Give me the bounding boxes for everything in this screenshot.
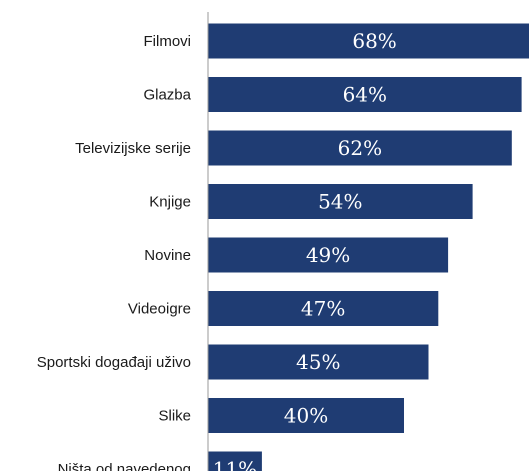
value-label: 40% [284, 404, 328, 428]
category-label: Televizijske serije [75, 140, 191, 157]
bar [208, 344, 429, 380]
value-label: 49% [306, 243, 350, 267]
bar [208, 398, 404, 433]
value-label: 64% [343, 83, 387, 107]
bar [208, 184, 473, 219]
value-label: 47% [301, 297, 345, 321]
value-label: 45% [296, 350, 340, 374]
value-label: 11% [213, 457, 257, 471]
category-label: Glazba [143, 87, 191, 104]
value-labels: 68% 64% 62% 54% 49% 47% 45% 40% 11% [213, 29, 397, 471]
category-label: Filmovi [144, 33, 192, 50]
value-label: 62% [338, 136, 382, 160]
bar [208, 130, 512, 166]
value-label: 68% [352, 29, 396, 53]
bar [208, 23, 529, 59]
bar [208, 237, 449, 273]
bar [208, 291, 439, 326]
bar [208, 77, 522, 112]
value-label: 54% [318, 190, 362, 214]
category-label: Sportski događaji uživo [37, 354, 191, 371]
bar [208, 451, 262, 471]
category-labels: Filmovi Glazba Televizijske serije Knjige No… [37, 33, 192, 471]
category-label: Knjige [149, 194, 191, 211]
category-label: Videoigre [128, 301, 191, 318]
category-label: Ništa od navedenog [58, 461, 191, 471]
bars [208, 23, 529, 471]
category-label: Slike [158, 408, 191, 425]
category-label: Novine [144, 247, 191, 264]
